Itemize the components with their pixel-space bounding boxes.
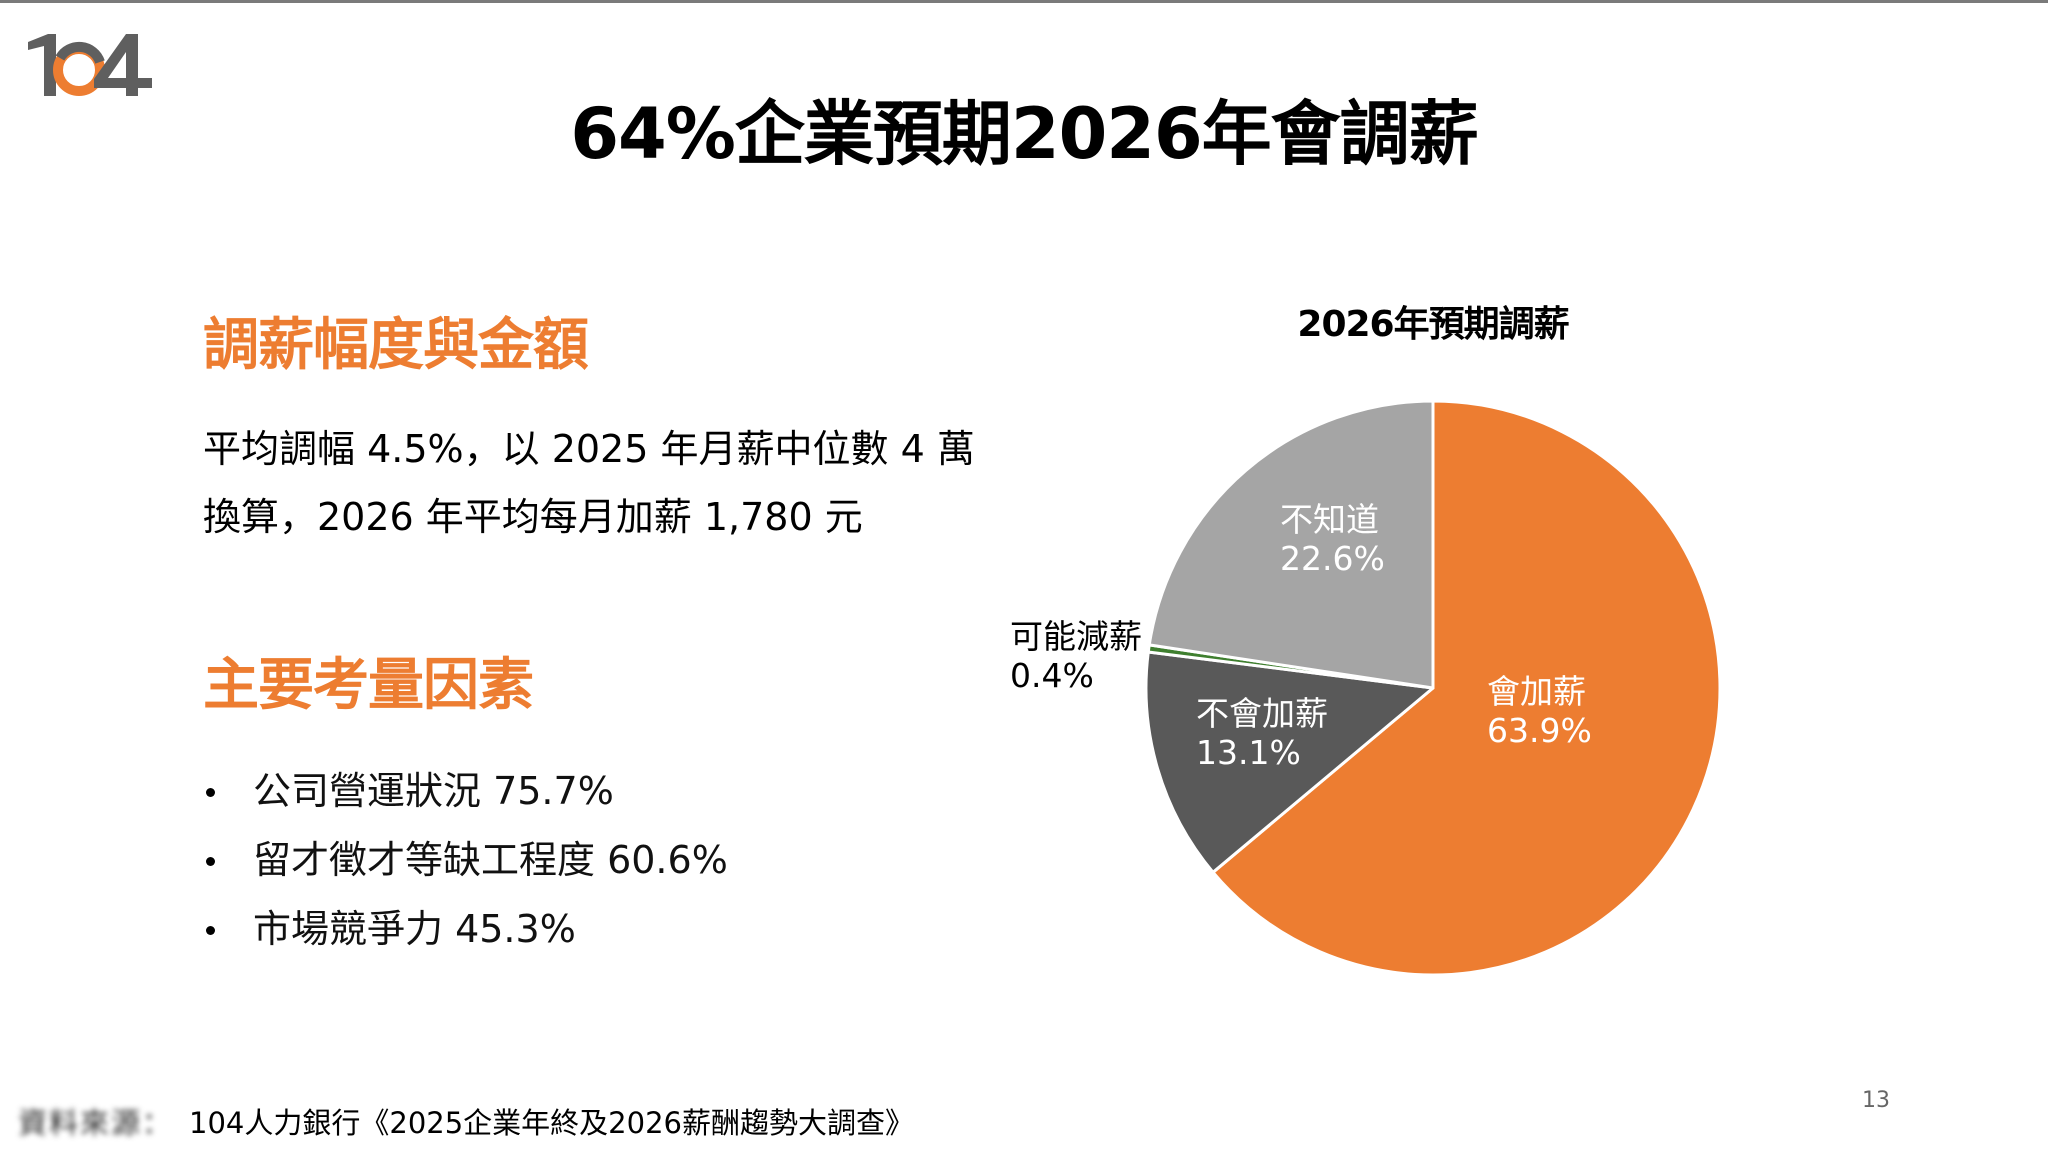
list-item: 公司營運狀況 75.7% — [203, 757, 728, 826]
top-rule — [0, 0, 2048, 3]
pie-label-value: 22.6% — [1280, 539, 1385, 578]
list-item: 留才徵才等缺工程度 60.6% — [203, 826, 728, 895]
source-text: 104人力銀行《2025企業年終及2026薪酬趨勢大調查》 — [189, 1106, 914, 1140]
pie-label-name: 不會加薪 — [1196, 694, 1328, 733]
bullet-icon — [206, 788, 215, 797]
list-item: 市場競爭力 45.3% — [203, 895, 728, 964]
pie-label-value: 13.1% — [1196, 733, 1301, 772]
pie-label-name: 可能減薪 — [1010, 617, 1142, 656]
list-item-text: 留才徵才等缺工程度 60.6% — [253, 838, 728, 882]
logo-104 — [28, 34, 152, 96]
list-item-text: 市場競爭力 45.3% — [253, 907, 576, 951]
section-heading-key-factors: 主要考量因素 — [203, 653, 534, 718]
pie-label-no-raise: 不會加薪 13.1% — [1196, 694, 1328, 772]
chart-title: 2026年預期調薪 — [1297, 304, 1569, 345]
pie-label-value: 0.4% — [1010, 656, 1094, 695]
source-citation: 資料來源： 104人力銀行《2025企業年終及2026薪酬趨勢大調查》 — [18, 1105, 914, 1141]
source-prefix-redacted: 資料來源： — [18, 1106, 174, 1140]
pie-label-may-cut: 可能減薪 0.4% — [1010, 617, 1142, 695]
slice-will-raise — [1211, 399, 1722, 977]
slice-no-raise — [1144, 650, 1435, 874]
bullet-icon — [206, 926, 215, 935]
slice-unknown — [1147, 399, 1435, 690]
pie-label-name: 不知道 — [1280, 500, 1379, 539]
slide-title: 64%企業預期2026年會調薪 — [570, 93, 1478, 175]
pie-label-unknown: 不知道 22.6% — [1280, 500, 1385, 578]
pie-label-name: 會加薪 — [1487, 672, 1586, 711]
section-heading-raise-amount: 調薪幅度與金額 — [203, 313, 589, 378]
list-item-text: 公司營運狀況 75.7% — [253, 769, 614, 813]
key-factors-list: 公司營運狀況 75.7% 留才徵才等缺工程度 60.6% 市場競爭力 45.3% — [203, 757, 728, 964]
pie-label-will-raise: 會加薪 63.9% — [1487, 672, 1592, 750]
pie-label-value: 63.9% — [1487, 711, 1592, 750]
page-number: 13 — [1862, 1088, 1890, 1113]
bullet-icon — [206, 857, 215, 866]
body-line-1: 平均調幅 4.5%，以 2025 年月薪中位數 4 萬 — [203, 427, 975, 471]
body-line-2: 換算，2026 年平均每月加薪 1,780 元 — [203, 495, 863, 539]
